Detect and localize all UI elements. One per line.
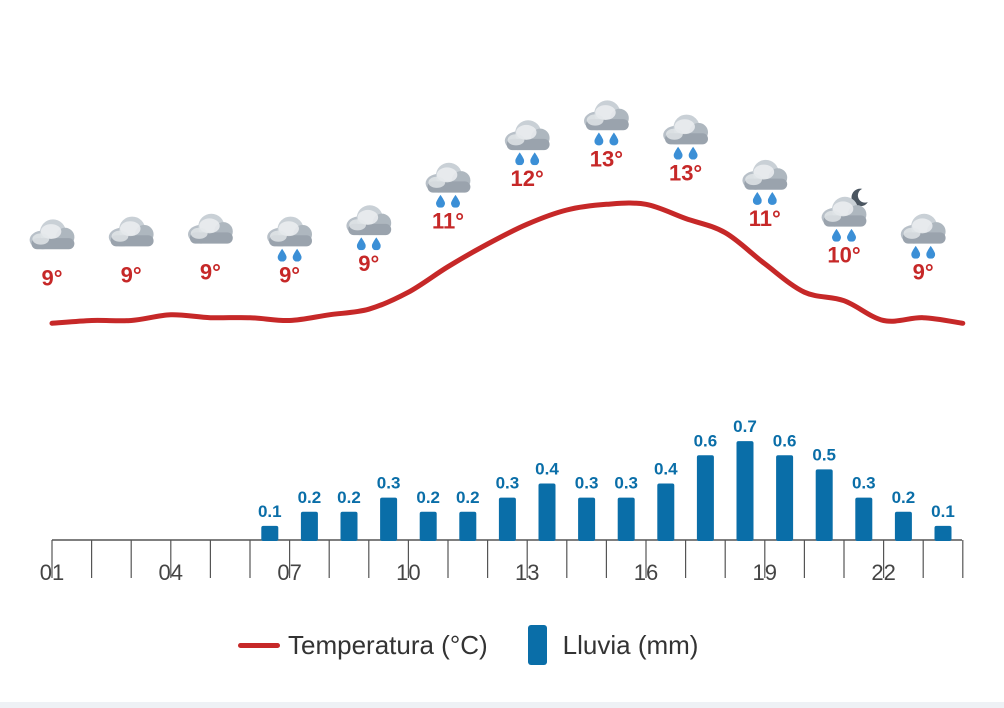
rain-label: 0.5: [812, 445, 836, 464]
temperature-label: 10°: [827, 243, 860, 268]
raindrop-icon: [292, 248, 302, 262]
cloud-rain-icon: [663, 114, 708, 160]
rain-label: 0.1: [258, 502, 282, 521]
temperature-line: [49, 200, 966, 326]
temperature-label: 9°: [913, 260, 934, 285]
rain-bar: [934, 525, 952, 541]
temperature-label: 9°: [200, 260, 221, 285]
rain-label: 0.7: [733, 417, 757, 436]
rain-label: 0.2: [456, 488, 480, 507]
rain-bar: [261, 525, 279, 541]
raindrop-icon: [451, 194, 460, 208]
raindrop-icon: [594, 132, 604, 146]
cloud-rain-icon: [504, 120, 550, 166]
rain-label: 0.4: [654, 460, 678, 479]
legend-rain-swatch: [527, 625, 547, 665]
cloud-rain-icon: [425, 162, 471, 208]
rain-label: 0.3: [496, 474, 520, 493]
raindrop-icon: [277, 248, 287, 262]
temperature-label: 9°: [358, 251, 379, 276]
x-tick-label: 16: [634, 560, 658, 585]
raindrop-icon: [847, 228, 856, 242]
raindrop-icon: [356, 237, 366, 251]
x-tick-label: 01: [40, 560, 64, 585]
temperature-label: 12°: [511, 166, 544, 191]
rain-label: 0.2: [337, 488, 361, 507]
temperature-label: 13°: [590, 146, 623, 171]
raindrop-icon: [911, 245, 921, 259]
rain-bar: [657, 483, 675, 541]
rain-label: 0.4: [535, 460, 559, 479]
temperature-label: 9°: [121, 263, 142, 288]
bottom-divider: [0, 702, 1004, 708]
raindrop-icon: [673, 146, 683, 160]
x-tick-label: 04: [159, 560, 183, 585]
legend-rain-label: Lluvia (mm): [562, 629, 699, 660]
rain-label: 0.3: [377, 474, 401, 493]
cloud-rain-icon: [267, 216, 312, 262]
rain-bar: [419, 511, 437, 541]
x-tick-label: 10: [396, 560, 420, 585]
rain-label: 0.6: [694, 431, 718, 450]
rain-bar: [855, 497, 873, 541]
rain-bar: [736, 441, 754, 541]
rain-bar: [498, 497, 516, 541]
temperature-label: 9°: [279, 263, 300, 288]
rain-label: 0.2: [416, 488, 440, 507]
cloud-icon: [188, 213, 233, 244]
cloud-rain-icon: [584, 100, 629, 146]
chart-legend: Temperatura (°C) Lluvia (mm): [238, 622, 698, 668]
rain-bar: [578, 497, 596, 541]
raindrop-icon: [832, 228, 841, 242]
moon-cloud-rain-icon: [821, 188, 868, 242]
rain-label: 0.6: [773, 431, 797, 450]
x-tick-label: 13: [515, 560, 539, 585]
cloud-icon: [108, 216, 154, 247]
rain-bar: [380, 497, 398, 541]
x-tick-label: 19: [753, 560, 777, 585]
rain-bar: [300, 511, 318, 541]
rain-bar: [538, 483, 556, 541]
x-tick-label: 07: [277, 560, 301, 585]
rain-bar: [894, 511, 912, 541]
raindrop-icon: [609, 132, 619, 146]
cloud-rain-icon: [346, 205, 392, 251]
rain-label: 0.3: [575, 474, 599, 493]
rain-bar: [696, 455, 714, 541]
rain-label: 0.3: [614, 474, 638, 493]
raindrop-icon: [767, 192, 777, 205]
cloud-icon: [29, 219, 75, 250]
raindrop-icon: [752, 192, 762, 205]
raindrop-icon: [436, 194, 445, 208]
rain-label: 0.2: [892, 488, 916, 507]
rain-bar: [815, 469, 833, 541]
legend-temperature-swatch: [238, 642, 280, 648]
rain-label: 0.2: [298, 488, 322, 507]
legend-temperature-label: Temperatura (°C): [288, 629, 488, 660]
temperature-label: 11°: [432, 209, 464, 234]
raindrop-icon: [530, 152, 540, 166]
rain-label: 0.3: [852, 474, 876, 493]
raindrop-icon: [515, 152, 525, 166]
rain-bar: [459, 511, 477, 541]
rain-bar: [617, 497, 635, 541]
raindrop-icon: [688, 146, 698, 160]
temperature-label: 11°: [749, 206, 781, 231]
raindrop-icon: [926, 245, 936, 259]
temperature-label: 9°: [41, 265, 62, 290]
rain-bar: [340, 511, 358, 541]
x-tick-label: 22: [871, 560, 895, 585]
cloud-rain-icon: [900, 213, 946, 259]
cloud-rain-icon: [742, 159, 788, 205]
rain-bar: [776, 455, 794, 541]
raindrop-icon: [371, 237, 381, 251]
rain-label: 0.1: [931, 502, 955, 521]
temperature-label: 13°: [669, 161, 702, 186]
